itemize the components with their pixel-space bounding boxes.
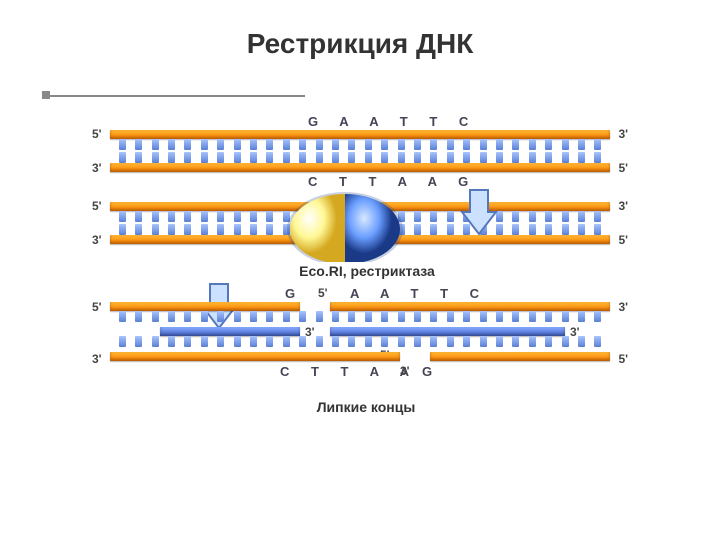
frag-right-bot xyxy=(430,352,610,361)
horizontal-rule xyxy=(45,95,305,97)
end-label: 3' xyxy=(618,127,628,141)
end-label: 5' xyxy=(92,199,102,213)
bases-row xyxy=(114,139,606,163)
end-label: 5' xyxy=(618,352,628,366)
bases-frag-top xyxy=(114,311,606,323)
end-label: 5' xyxy=(92,300,102,314)
caption-sticky: Липкие концы xyxy=(295,398,437,416)
end-label: 5' xyxy=(618,233,628,247)
seq-aattc: A A T T C xyxy=(350,286,488,301)
seq-cttaa: C T T A A xyxy=(280,364,418,379)
end-label: 3' xyxy=(618,199,628,213)
seq-bottom: C T T A A G xyxy=(308,174,477,189)
bases-frag-mid xyxy=(114,336,606,348)
end-label: 3' xyxy=(400,364,410,378)
end-label: 5' xyxy=(92,127,102,141)
end-label: 3' xyxy=(92,352,102,366)
backbone-bottom xyxy=(110,163,610,172)
end-label: 3' xyxy=(92,233,102,247)
end-label: 5' xyxy=(618,161,628,175)
frag-mid-left xyxy=(160,327,300,336)
enzyme-icon xyxy=(285,190,405,268)
duplex-1: 5' 3' 3' 5' xyxy=(90,130,630,172)
end-label: 3' xyxy=(92,161,102,175)
end-label: 5' xyxy=(318,286,328,300)
seq-top: G A A T T C xyxy=(308,114,477,129)
frag-mid-right xyxy=(330,327,565,336)
seq-g-right: G xyxy=(422,364,441,379)
frag-left-bot xyxy=(110,352,400,361)
frag-left-top xyxy=(110,302,300,311)
diagram-area: G A A T T C 5' 3' 3' 5' C T T A A G 5' 3… xyxy=(90,130,630,250)
caption-enzyme: Eco.RI, рестриктаза xyxy=(280,262,454,280)
seq-g-left: G xyxy=(285,286,304,301)
arrow-down-icon xyxy=(460,188,498,236)
backbone-top xyxy=(110,130,610,139)
page-title: Рестрикция ДНК xyxy=(0,28,720,60)
frag-right-top xyxy=(330,302,610,311)
end-label: 3' xyxy=(618,300,628,314)
